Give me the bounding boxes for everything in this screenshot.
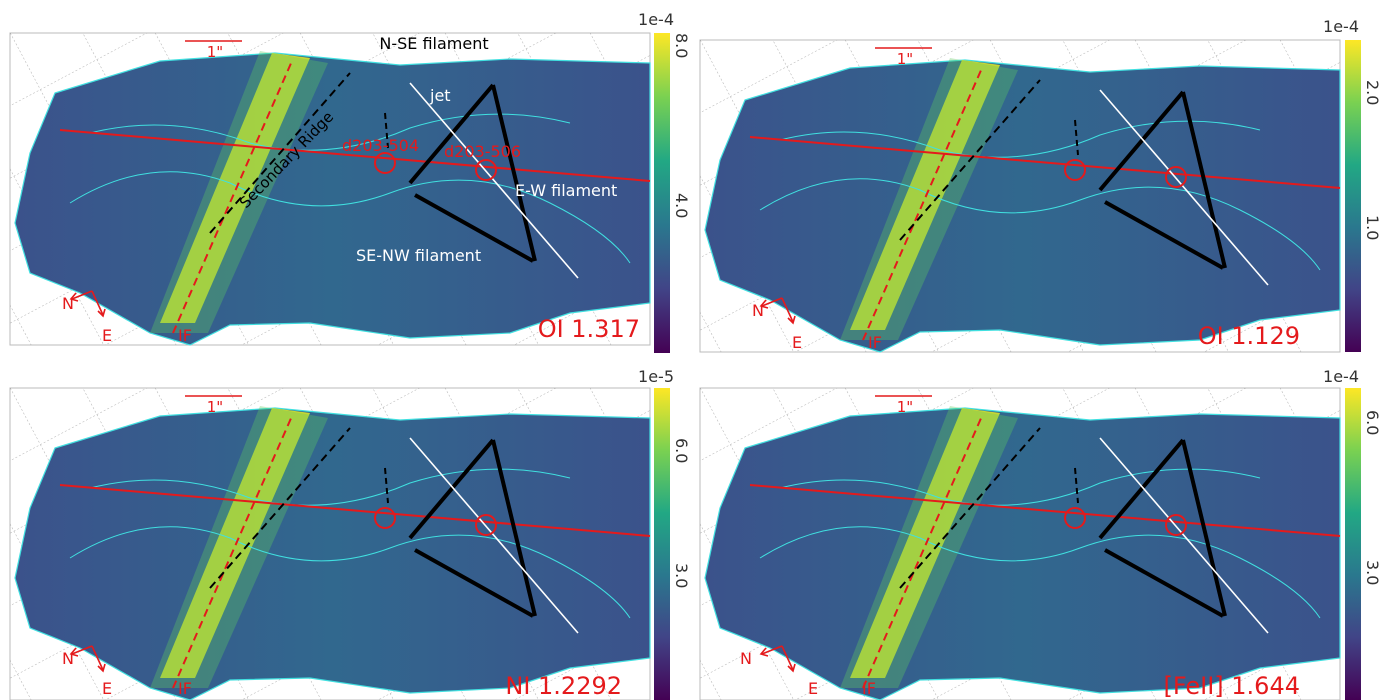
colorbar-tick: 8.0 xyxy=(672,33,691,58)
east-label: E xyxy=(808,679,818,698)
colorbar-multiplier: 1e-4 xyxy=(1323,17,1359,36)
line-label: [FeII] 1.644 xyxy=(1164,672,1300,700)
colorbar-tick: 6.0 xyxy=(1363,410,1382,435)
east-label: E xyxy=(792,333,802,352)
panel-oi1129: 1" N E IF OI 1.129 xyxy=(698,38,1342,354)
panel-feii1644: 1" N E IF [FeII] 1.644 xyxy=(698,386,1342,700)
if-label: IF xyxy=(178,326,192,345)
line-label: NI 1.2292 xyxy=(505,672,622,700)
colorbar-multiplier: 1e-5 xyxy=(638,367,674,386)
colorbar-tick: 3.0 xyxy=(672,563,691,588)
ew-filament-label: E-W filament xyxy=(515,181,617,200)
colorbar-multiplier: 1e-4 xyxy=(1323,367,1359,386)
colorbar-oi1129: 1e-4 2.0 1.0 xyxy=(1323,17,1382,352)
if-label: IF xyxy=(178,679,192,698)
colorbar-tick: 2.0 xyxy=(1363,80,1382,105)
line-label: OI 1.129 xyxy=(1198,322,1300,350)
panel-ni12292: 1" N E IF NI 1.2292 xyxy=(8,386,652,700)
colorbar-ni12292: 1e-5 6.0 3.0 xyxy=(638,367,691,700)
colorbar-tick: 6.0 xyxy=(672,438,691,463)
north-label: N xyxy=(62,294,74,313)
senw-filament-label: SE-NW filament xyxy=(356,246,481,265)
if-label: IF xyxy=(862,679,876,698)
colorbar-oi1317: 1e-4 8.0 4.0 xyxy=(638,10,691,353)
scale-bar-label: 1" xyxy=(207,43,223,61)
if-label: IF xyxy=(868,333,882,352)
scale-bar-label: 1" xyxy=(897,398,913,416)
colorbar-tick: 1.0 xyxy=(1363,215,1382,240)
colorbar-tick: 4.0 xyxy=(672,193,691,218)
colorbar-tick: 3.0 xyxy=(1363,560,1382,585)
panel-oi1317: 1" N E IF OI 1.317 N-SE filament jet E-W… xyxy=(8,31,652,347)
d203-504-label: d203-504 xyxy=(342,136,419,155)
scale-bar-label: 1" xyxy=(897,50,913,68)
north-label: N xyxy=(740,649,752,668)
north-label: N xyxy=(62,649,74,668)
east-label: E xyxy=(102,679,112,698)
east-label: E xyxy=(102,326,112,345)
line-label: OI 1.317 xyxy=(538,315,640,343)
jet-label: jet xyxy=(429,86,451,105)
d203-506-label: d203-506 xyxy=(444,142,521,161)
north-label: N xyxy=(752,301,764,320)
colorbar-multiplier: 1e-4 xyxy=(638,10,674,29)
nse-filament-label: N-SE filament xyxy=(379,34,488,53)
colorbar-feii1644: 1e-4 6.0 3.0 xyxy=(1323,367,1382,700)
scale-bar-label: 1" xyxy=(207,398,223,416)
